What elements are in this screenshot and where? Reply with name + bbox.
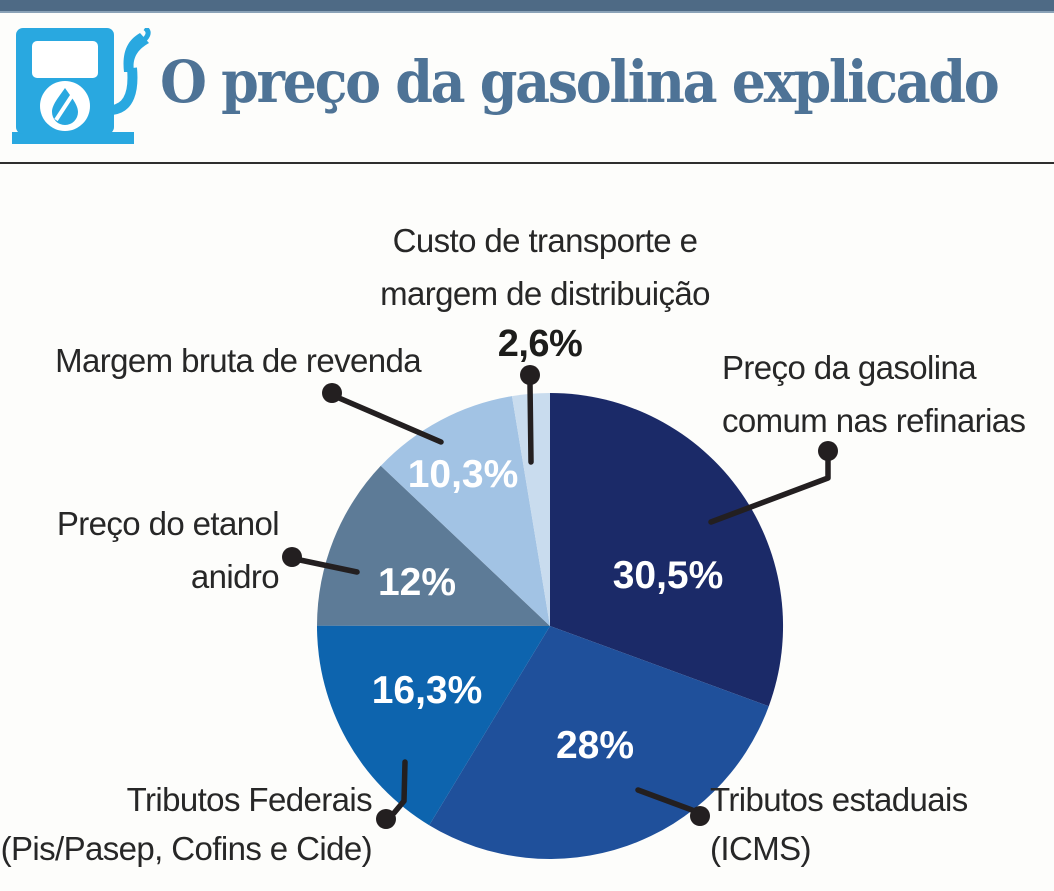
top-accent-bar — [0, 0, 1054, 13]
header: O preço da gasolina explicado — [0, 0, 1054, 162]
pie-value-labels: 30,5% 28% 16,3% 12% 10,3% — [372, 453, 724, 767]
leader-line-custo — [527, 380, 534, 465]
label-custo-transporte: Custo de transporte e margem de distribu… — [380, 214, 710, 320]
label-line: Custo de transporte e — [392, 222, 698, 259]
pie-slice — [429, 626, 769, 859]
pie-value-label: 30,5% — [613, 554, 724, 597]
pie-slice — [316, 625, 550, 826]
leader-line-margem — [336, 395, 444, 445]
header-divider — [0, 162, 1054, 164]
leader-line-refinarias — [708, 456, 831, 525]
leader-lines — [297, 380, 831, 816]
pie-value-label: 10,3% — [408, 453, 519, 496]
label-line: comum nas refinarias — [722, 402, 1026, 439]
leader-dot-federais — [376, 809, 396, 829]
pie-value-label: 12% — [378, 561, 456, 604]
label-line: (ICMS) — [710, 830, 811, 867]
leader-dot-custo — [520, 365, 540, 385]
pie-value-label: 28% — [556, 724, 634, 767]
pie-slice — [317, 465, 550, 626]
leader-dots — [282, 365, 838, 829]
pie-slice — [550, 393, 784, 707]
label-line: Preço do etanol — [56, 505, 280, 542]
label-line: Tributos estaduais — [710, 781, 968, 818]
label-line: margem de distribuição — [380, 275, 710, 312]
label-preco-refinarias: Preço da gasolina comum nas refinarias — [722, 341, 1026, 447]
leader-line-estaduais — [635, 787, 695, 813]
leader-dot-margem — [322, 383, 342, 403]
leader-dot-refinarias — [818, 441, 838, 461]
pie-slice — [512, 392, 550, 626]
label-tributos-federais: Tributos Federais (Pis/Pasep, Cofins e C… — [0, 775, 373, 873]
label-line: Tributos Federais — [126, 781, 373, 818]
page-title: O preço da gasolina explicado — [160, 48, 1000, 116]
value-custo-transporte: 2,6% — [497, 323, 583, 365]
label-tributos-estaduais: Tributos estaduais (ICMS) — [710, 775, 968, 873]
leader-dot-etanol — [282, 547, 302, 567]
pie-value-label: 16,3% — [372, 669, 483, 712]
pie-slice — [380, 396, 550, 626]
label-etanol-anidro: Preço do etanol anidro — [56, 497, 280, 603]
leader-dot-estaduais — [690, 806, 710, 826]
leader-line-federais — [391, 759, 408, 816]
label-line: (Pis/Pasep, Cofins e Cide) — [0, 830, 373, 867]
label-margem-bruta: Margem bruta de revenda — [55, 334, 422, 387]
pie-slices — [316, 392, 784, 859]
label-line: anidro — [190, 558, 280, 595]
leader-line-etanol — [297, 557, 360, 575]
label-line: Margem bruta de revenda — [55, 342, 422, 379]
fuel-pump-icon — [12, 28, 151, 144]
label-line: Preço da gasolina — [722, 349, 977, 386]
